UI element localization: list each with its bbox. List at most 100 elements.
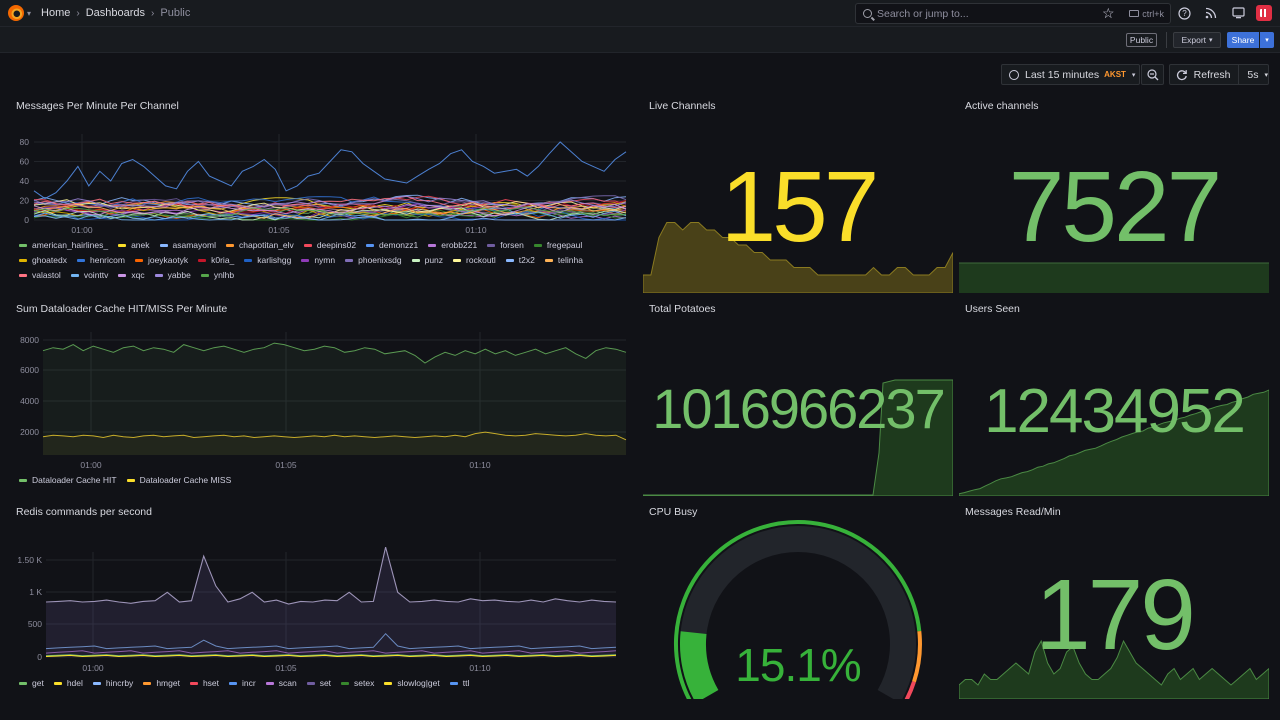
legend-item[interactable]: anek	[118, 240, 150, 250]
legend-item[interactable]: karlishgg	[244, 255, 291, 265]
y-tick-label: 8000	[20, 335, 39, 345]
panel-messages-read[interactable]: Messages Read/Min 179	[959, 506, 1269, 699]
time-range-picker[interactable]: Last 15 minutes AKST ▾	[1001, 64, 1140, 85]
legend-item[interactable]: hincrby	[92, 678, 133, 688]
y-tick-label: 4000	[20, 396, 39, 406]
legend-item[interactable]: setex	[341, 678, 374, 688]
legend-swatch	[505, 258, 514, 262]
x-tick-label: 01:00	[82, 663, 104, 673]
x-tick-label: 01:05	[275, 460, 297, 470]
legend-item[interactable]: vointtv	[70, 270, 109, 280]
panel-redis-commands[interactable]: Redis commands per second 1.50 K 1 K 500 0 0…	[16, 506, 631, 696]
legend-label: get	[32, 678, 44, 688]
legend-item[interactable]: asamayoml	[159, 240, 216, 250]
legend-label: k0ria_	[211, 255, 235, 265]
legend-item[interactable]: set	[306, 678, 332, 688]
panel-title: Live Channels	[649, 100, 716, 112]
grafana-logo-icon[interactable]	[8, 5, 24, 21]
legend-swatch	[384, 681, 393, 685]
legend-item[interactable]: xqc	[118, 270, 145, 280]
panel-dataloader-cache[interactable]: Sum Dataloader Cache HIT/MISS Per Minute…	[16, 303, 631, 493]
legend-label: fregepaul	[546, 240, 583, 250]
legend-item[interactable]: fregepaul	[533, 240, 583, 250]
share-options-chevron-icon[interactable]: ▾	[1260, 32, 1274, 48]
share-button[interactable]: Share	[1227, 32, 1259, 48]
panel-users-seen[interactable]: Users Seen 12434952	[959, 303, 1269, 496]
legend-item[interactable]: slowlog|get	[384, 678, 440, 688]
series-line-hit	[42, 342, 627, 364]
chevron-down-icon: ▾	[1131, 71, 1136, 79]
legend-item[interactable]: joeykaotyk	[134, 255, 188, 265]
legend-label: henricom	[89, 255, 125, 265]
legend-item[interactable]: hdel	[53, 678, 83, 688]
series-area	[43, 432, 626, 455]
panel-messages-per-minute[interactable]: Messages Per Minute Per Channel 80 60 40 20…	[16, 100, 631, 290]
legend-item[interactable]: ghoatedx	[19, 255, 67, 265]
legend-swatch	[19, 478, 27, 482]
refresh-button[interactable]: Refresh	[1193, 68, 1231, 81]
legend-item[interactable]: punz	[411, 255, 443, 265]
legend-item[interactable]: demonzz1	[366, 240, 418, 250]
y-tick-label: 0	[37, 652, 42, 662]
legend-item[interactable]: get	[19, 678, 44, 688]
panel-live-channels[interactable]: Live Channels 157	[643, 100, 953, 293]
legend-item[interactable]: Dataloader Cache MISS	[126, 475, 231, 485]
chevron-down-icon: ▾	[1209, 37, 1213, 44]
star-icon[interactable]: ☆	[1102, 5, 1115, 21]
legend-item[interactable]: henricom	[76, 255, 125, 265]
legend-item[interactable]: k0ria_	[198, 255, 234, 265]
legend-item[interactable]: scan	[265, 678, 297, 688]
x-tick-label: 01:05	[275, 663, 297, 673]
kiosk-mode-icon[interactable]	[1231, 6, 1245, 20]
refresh-interval[interactable]: 5s	[1247, 68, 1259, 81]
news-feed-icon[interactable]	[1204, 6, 1218, 20]
legend-label: asamayoml	[172, 240, 216, 250]
legend-item[interactable]: ttl	[449, 678, 469, 688]
messages-timeseries-chart[interactable]: 80 60 40 20 0 01:00 01:05 01:10	[16, 130, 631, 270]
user-avatar[interactable]	[1256, 5, 1272, 21]
legend-item[interactable]: erobb221	[428, 240, 477, 250]
legend-item[interactable]: nymn	[301, 255, 335, 265]
breadcrumb-dashboards[interactable]: Dashboards	[85, 7, 146, 19]
clock-icon	[1009, 69, 1019, 80]
legend-item[interactable]: deepins02	[303, 240, 356, 250]
legend-label: vointtv	[83, 270, 109, 280]
legend-item[interactable]: hset	[189, 678, 219, 688]
legend-swatch	[19, 243, 27, 247]
help-icon[interactable]: ?	[1177, 6, 1191, 20]
search-input[interactable]: Search or jump to... ctrl+k	[855, 3, 1171, 24]
breadcrumb-home[interactable]: Home	[41, 7, 71, 19]
panel-cpu-busy[interactable]: CPU Busy 15.1%	[643, 506, 953, 699]
legend-item[interactable]: valastol	[19, 270, 61, 280]
legend-item[interactable]: ynlhb	[200, 270, 234, 280]
legend-item[interactable]: american_hairlines_	[19, 240, 108, 250]
keyboard-icon	[1129, 10, 1140, 17]
series-area	[46, 547, 616, 657]
legend-label: slowlog|get	[397, 678, 440, 688]
legend-item[interactable]: yabbe	[154, 270, 191, 280]
zoom-out-button[interactable]	[1141, 64, 1164, 85]
dashboard-toolbar	[0, 27, 1280, 53]
chevron-down-icon: ▾	[1264, 71, 1268, 79]
refresh-picker[interactable]: Refresh 5s ▾	[1169, 64, 1269, 85]
series-line	[33, 206, 627, 218]
legend-label: ghoatedx	[32, 255, 67, 265]
legend-item[interactable]: chapotitan_elv	[225, 240, 294, 250]
legend-item[interactable]: phoenixsdg	[345, 255, 402, 265]
legend-item[interactable]: hmget	[143, 678, 180, 688]
legend-item[interactable]: forsen	[487, 240, 524, 250]
legend-item[interactable]: rockoutl	[453, 255, 496, 265]
legend-item[interactable]: Dataloader Cache HIT	[19, 475, 117, 485]
redis-timeseries-chart[interactable]: 1.50 K 1 K 500 0 01:00 01:05 01:10	[16, 526, 631, 696]
legend-item[interactable]: incr	[229, 678, 256, 688]
panel-active-channels[interactable]: Active channels 7527	[959, 100, 1269, 293]
legend-item[interactable]: t2x2	[505, 255, 535, 265]
export-button[interactable]: Export ▾	[1173, 32, 1221, 48]
chevron-down-icon[interactable]: ▾	[27, 8, 32, 18]
timezone-label: AKST	[1104, 70, 1126, 79]
dataloader-timeseries-chart[interactable]: 8000 6000 4000 2000 01:00 01:05 01:10	[16, 323, 631, 493]
legend-label: yabbe	[167, 270, 191, 280]
legend-item[interactable]: telinha	[544, 255, 583, 265]
legend-label: set	[319, 678, 332, 688]
panel-total-potatoes[interactable]: Total Potatoes 1016966237	[643, 303, 953, 496]
